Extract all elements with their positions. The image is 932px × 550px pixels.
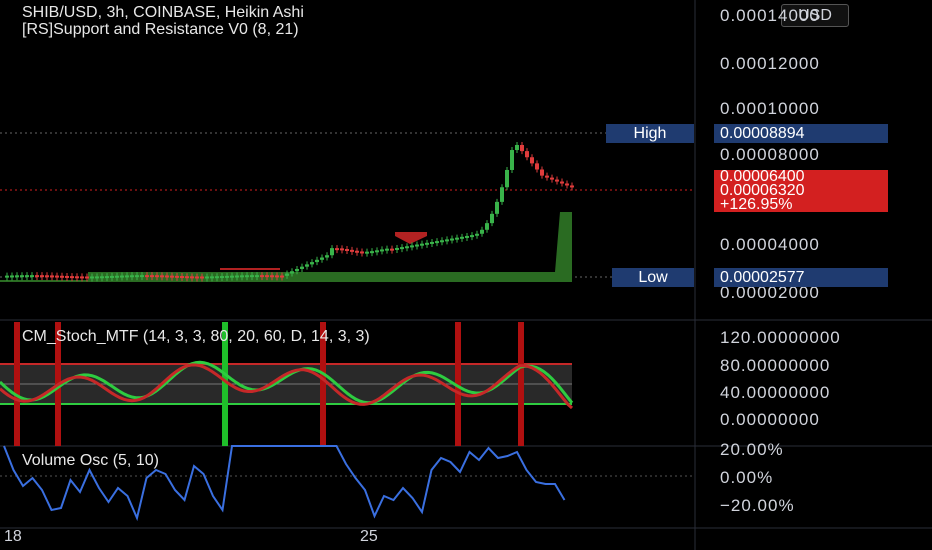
symbol-legend[interactable]: SHIB/USD, 3h, COINBASE, Heikin Ashi xyxy=(22,4,304,21)
stoch-signal-bar xyxy=(222,322,228,446)
price-label: 0.00014000 xyxy=(720,6,820,25)
stoch-d-line xyxy=(0,363,574,410)
change-percent: +126.95% xyxy=(720,196,793,213)
price-label: 0.00010000 xyxy=(720,99,820,118)
indicator-legend[interactable]: [RS]Support and Resistance V0 (8, 21) xyxy=(22,21,299,38)
volume-osc-line xyxy=(3,445,566,522)
volume-axis-label: 20.00% xyxy=(720,440,784,459)
stoch-signal-bar xyxy=(14,322,20,446)
stoch-axis-label: 0.00000000 xyxy=(720,410,820,429)
time-label: 18 xyxy=(4,528,22,545)
current-price-value-2: 0.00006320 xyxy=(720,182,805,199)
low-tag-label: Low xyxy=(612,268,694,287)
support-zone xyxy=(0,212,572,282)
volume-axis-label: 0.00% xyxy=(720,468,774,487)
stoch-axis-label: 80.00000000 xyxy=(720,356,831,375)
price-label: 0.00008000 xyxy=(720,145,820,164)
resistance-mark xyxy=(395,232,427,236)
time-label: 25 xyxy=(360,528,378,545)
price-label: 0.00002000 xyxy=(720,283,820,302)
stoch-signal-bar xyxy=(455,322,461,446)
price-label: 0.00004000 xyxy=(720,235,820,254)
stoch-legend[interactable]: CM_Stoch_MTF (14, 3, 3, 80, 20, 60, D, 1… xyxy=(22,328,370,345)
current-price-tag: 0.00006400 0.00006320 +126.95% xyxy=(714,168,888,213)
resistance-mark-arrow xyxy=(395,236,427,244)
stoch-signal-bar xyxy=(518,322,524,446)
stoch-axis-label: 40.00000000 xyxy=(720,383,831,402)
stoch-signal-bar xyxy=(320,322,326,446)
currency-button[interactable]: USD xyxy=(781,4,849,27)
price-label: 0.00012000 xyxy=(720,54,820,73)
high-tag-label: High xyxy=(606,124,694,143)
candles xyxy=(5,141,574,282)
stoch-axis-label: 120.00000000 xyxy=(720,328,841,347)
low-tag-value: 0.00002577 xyxy=(714,268,888,287)
resistance-mark xyxy=(220,268,280,270)
high-tag-value: 0.00008894 xyxy=(714,124,888,143)
current-price-value: 0.00006400 xyxy=(720,168,805,185)
volume-axis-label: −20.00% xyxy=(720,496,795,515)
stoch-k-line xyxy=(0,360,574,405)
volume-legend[interactable]: Volume Osc (5, 10) xyxy=(22,452,159,469)
